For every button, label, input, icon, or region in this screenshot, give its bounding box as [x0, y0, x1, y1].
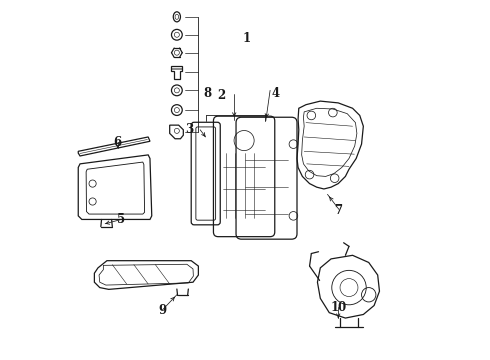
Text: 1: 1 — [243, 32, 251, 45]
Text: 3: 3 — [185, 123, 194, 136]
Text: 4: 4 — [271, 87, 279, 100]
Text: 9: 9 — [158, 305, 167, 318]
Text: 2: 2 — [218, 89, 226, 102]
Text: 7: 7 — [334, 204, 343, 217]
Text: 8: 8 — [203, 87, 211, 100]
Text: 5: 5 — [117, 213, 125, 226]
Text: 6: 6 — [114, 136, 122, 149]
Text: 10: 10 — [330, 301, 346, 314]
